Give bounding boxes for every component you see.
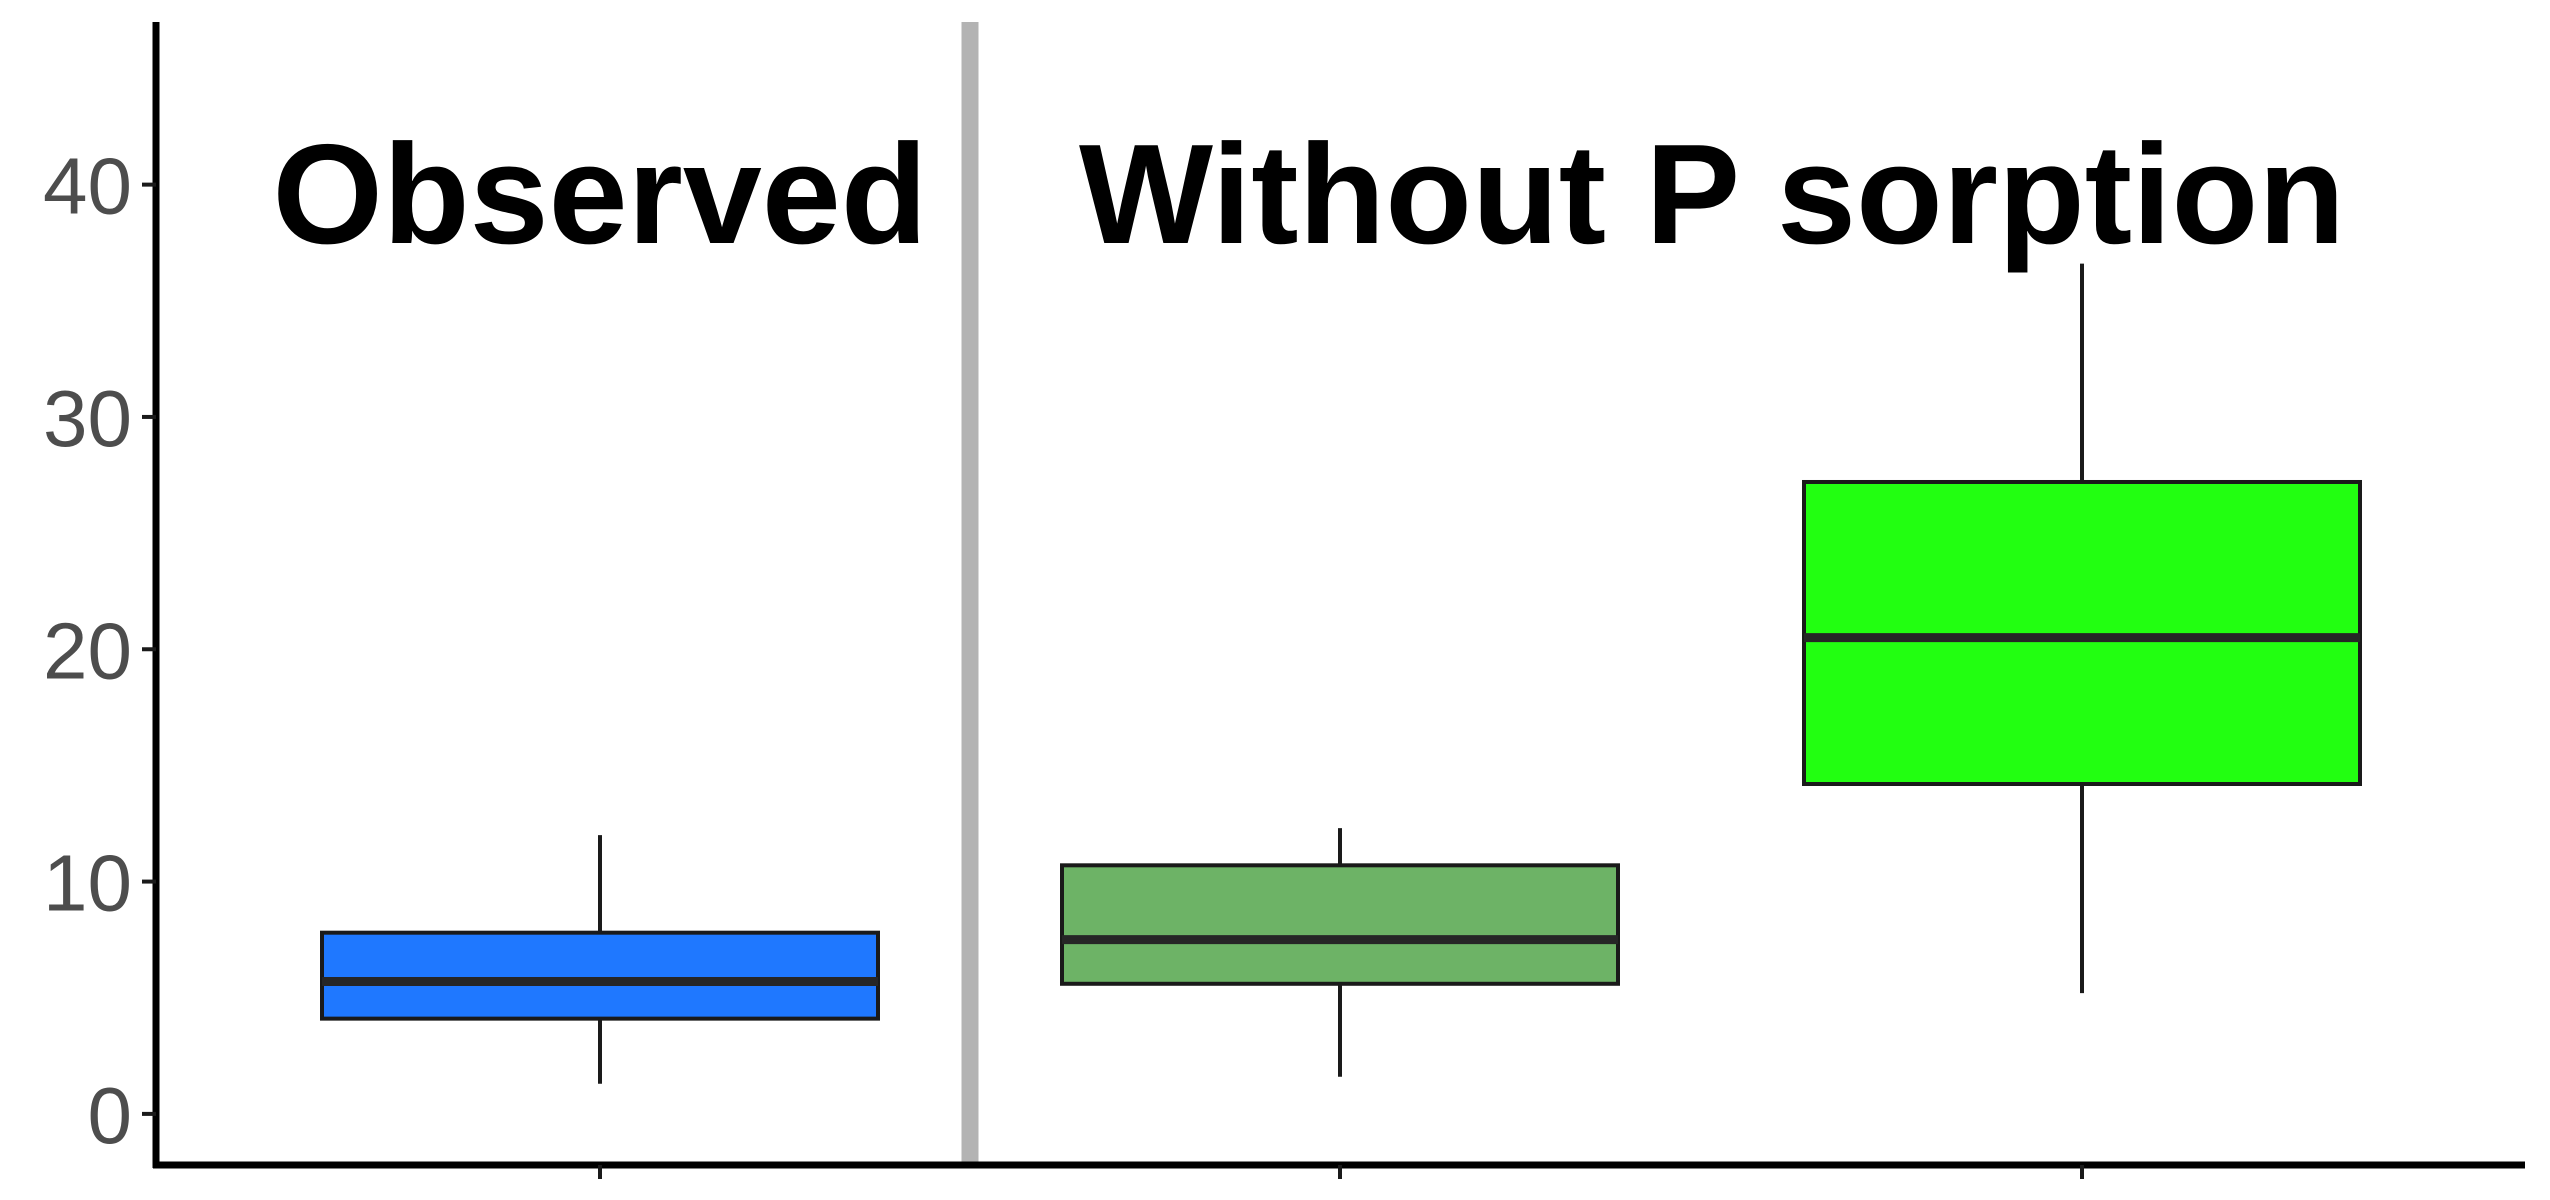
y-tick-label: 0: [88, 1071, 133, 1160]
box-3: [1802, 263, 2362, 994]
box-body: [320, 930, 880, 1021]
panel-label-observed: Observed: [272, 115, 927, 274]
y-axis: 0 10 20 30 40: [43, 22, 160, 1168]
y-tick-label: 30: [43, 374, 132, 463]
panel-labels: Observed Without P sorption: [272, 115, 2345, 274]
y-tick-label: 40: [43, 142, 132, 231]
box-body: [1802, 479, 2362, 786]
box-1: [320, 835, 880, 1084]
boxes: [320, 263, 2362, 1084]
box-body: [1060, 863, 1620, 986]
x-axis: [153, 1161, 2525, 1179]
box-2: [1060, 828, 1620, 1077]
y-tick-label: 20: [43, 606, 132, 695]
y-tick-label: 10: [43, 839, 132, 928]
panel-label-without-p-sorption: Without P sorption: [1079, 115, 2345, 274]
